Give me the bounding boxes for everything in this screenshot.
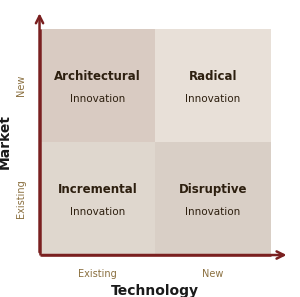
Text: Disruptive: Disruptive [179,183,247,196]
Text: Innovation: Innovation [70,94,125,104]
Text: Innovation: Innovation [185,207,241,217]
Text: Existing: Existing [78,268,117,279]
Text: New: New [16,75,26,96]
Text: New: New [202,268,224,279]
Bar [40,142,155,255]
Text: Market: Market [0,114,12,169]
Bar [155,29,271,142]
Text: Radical: Radical [189,69,237,83]
Text: Technology: Technology [111,285,199,297]
Text: Innovation: Innovation [185,94,241,104]
Text: Incremental: Incremental [58,183,137,196]
Bar [155,142,271,255]
Text: Innovation: Innovation [70,207,125,217]
Text: Architectural: Architectural [54,69,141,83]
Bar [40,29,155,142]
Text: Existing: Existing [16,179,26,218]
